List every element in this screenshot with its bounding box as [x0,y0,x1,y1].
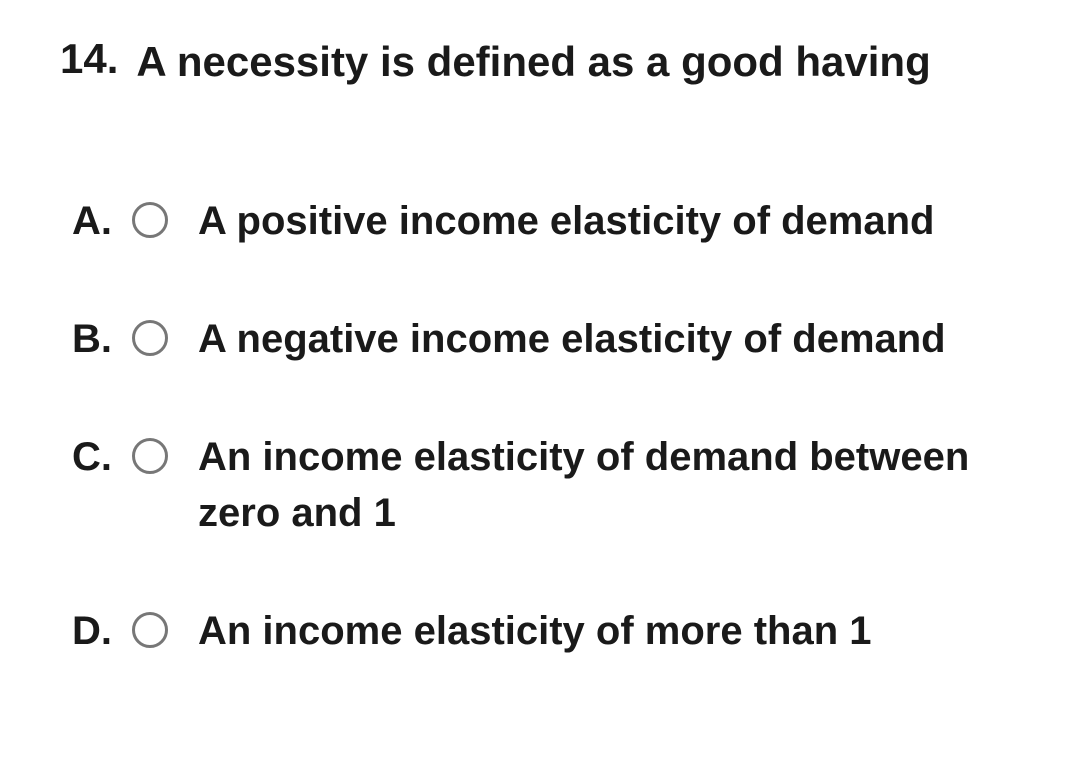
radio-icon[interactable] [132,320,168,356]
question-text: A necessity is defined as a good having [136,30,930,93]
question-block: 14. A necessity is defined as a good hav… [60,30,1060,93]
option-d[interactable]: D. An income elasticity of more than 1 [72,603,1060,659]
option-letter: C. [72,429,132,485]
radio-icon[interactable] [132,202,168,238]
option-text: A positive income elasticity of demand [198,193,934,249]
option-letter: A. [72,193,132,249]
option-text: A negative income elasticity of demand [198,311,946,367]
option-letter: B. [72,311,132,367]
radio-icon[interactable] [132,612,168,648]
option-b[interactable]: B. A negative income elasticity of deman… [72,311,1060,367]
option-c[interactable]: C. An income elasticity of demand betwee… [72,429,1060,541]
question-number: 14. [60,30,118,89]
option-text: An income elasticity of demand between z… [198,429,1018,541]
options-list: A. A positive income elasticity of deman… [72,193,1060,659]
option-text: An income elasticity of more than 1 [198,603,872,659]
option-a[interactable]: A. A positive income elasticity of deman… [72,193,1060,249]
radio-icon[interactable] [132,438,168,474]
option-letter: D. [72,603,132,659]
